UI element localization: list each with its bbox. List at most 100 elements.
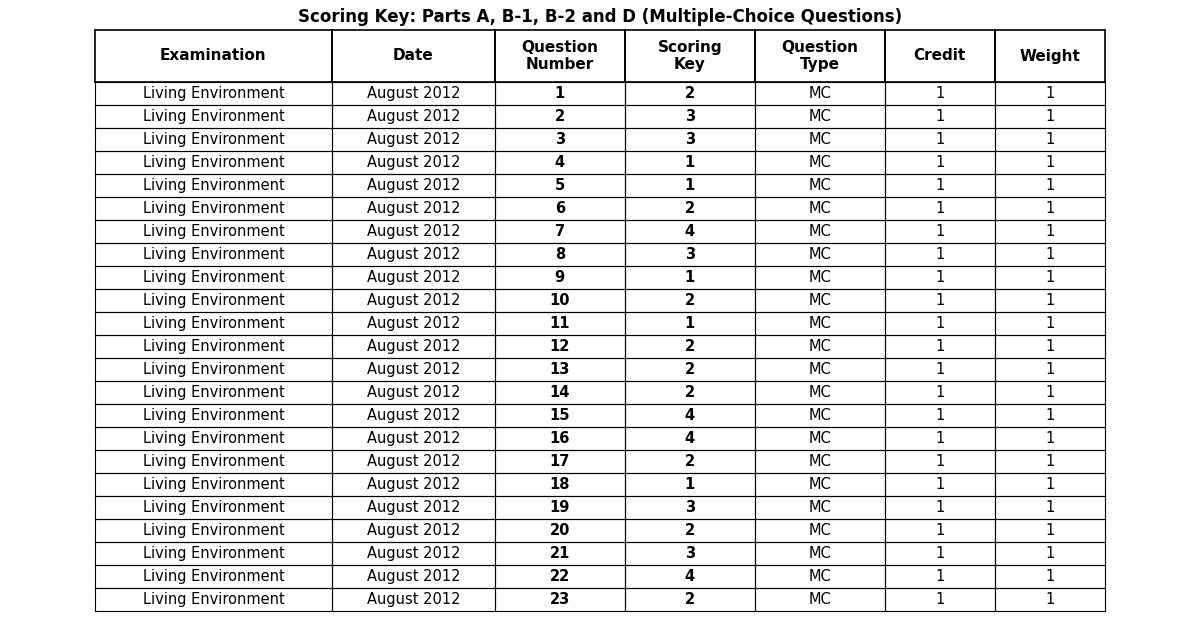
Text: 4: 4: [685, 431, 695, 446]
Text: MC: MC: [809, 569, 832, 584]
Text: Living Environment: Living Environment: [143, 132, 284, 147]
Text: 1: 1: [935, 339, 944, 354]
Text: 1: 1: [1045, 339, 1055, 354]
Text: August 2012: August 2012: [366, 454, 460, 469]
Text: 1: 1: [685, 155, 695, 170]
Text: MC: MC: [809, 477, 832, 492]
Text: Living Environment: Living Environment: [143, 316, 284, 331]
Text: Living Environment: Living Environment: [143, 224, 284, 239]
Text: 1: 1: [935, 316, 944, 331]
Text: 2: 2: [554, 109, 565, 124]
Text: 5: 5: [554, 178, 565, 193]
Text: Credit: Credit: [913, 49, 966, 64]
Text: 1: 1: [935, 477, 944, 492]
Text: August 2012: August 2012: [366, 500, 460, 515]
Text: Question
Type: Question Type: [781, 40, 858, 72]
Text: 1: 1: [1045, 431, 1055, 446]
Text: Scoring Key: Parts A, B-1, B-2 and D (Multiple-Choice Questions): Scoring Key: Parts A, B-1, B-2 and D (Mu…: [298, 8, 902, 26]
Text: August 2012: August 2012: [366, 523, 460, 538]
Text: MC: MC: [809, 132, 832, 147]
Text: Living Environment: Living Environment: [143, 109, 284, 124]
Text: 1: 1: [935, 431, 944, 446]
Text: 2: 2: [685, 592, 695, 607]
Text: 1: 1: [1045, 270, 1055, 285]
Text: 13: 13: [550, 362, 570, 377]
Text: 1: 1: [935, 132, 944, 147]
Text: 1: 1: [1045, 592, 1055, 607]
Text: 1: 1: [1045, 109, 1055, 124]
Text: Living Environment: Living Environment: [143, 500, 284, 515]
Text: 3: 3: [554, 132, 565, 147]
Text: Date: Date: [392, 49, 433, 64]
Text: 1: 1: [1045, 316, 1055, 331]
Text: 10: 10: [550, 293, 570, 308]
Text: MC: MC: [809, 224, 832, 239]
Text: MC: MC: [809, 293, 832, 308]
Text: 1: 1: [1045, 500, 1055, 515]
Text: 2: 2: [685, 339, 695, 354]
Text: August 2012: August 2012: [366, 316, 460, 331]
Text: MC: MC: [809, 454, 832, 469]
Text: 21: 21: [550, 546, 570, 561]
Text: August 2012: August 2012: [366, 155, 460, 170]
Text: 2: 2: [685, 293, 695, 308]
Text: Question
Number: Question Number: [521, 40, 599, 72]
Text: MC: MC: [809, 247, 832, 262]
Text: 3: 3: [685, 132, 695, 147]
Text: Living Environment: Living Environment: [143, 569, 284, 584]
Text: 1: 1: [554, 86, 565, 101]
Text: 1: 1: [935, 523, 944, 538]
Text: MC: MC: [809, 339, 832, 354]
Text: MC: MC: [809, 316, 832, 331]
Text: 8: 8: [554, 247, 565, 262]
Text: 1: 1: [935, 86, 944, 101]
Text: 1: 1: [1045, 132, 1055, 147]
Text: MC: MC: [809, 500, 832, 515]
Text: 1: 1: [1045, 546, 1055, 561]
Text: 14: 14: [550, 385, 570, 400]
Text: 1: 1: [1045, 247, 1055, 262]
Text: 7: 7: [554, 224, 565, 239]
Text: August 2012: August 2012: [366, 293, 460, 308]
Text: 3: 3: [685, 109, 695, 124]
Text: 1: 1: [935, 408, 944, 423]
Text: 1: 1: [1045, 385, 1055, 400]
Text: 1: 1: [935, 224, 944, 239]
Text: MC: MC: [809, 385, 832, 400]
Text: MC: MC: [809, 431, 832, 446]
Text: Living Environment: Living Environment: [143, 178, 284, 193]
Text: 1: 1: [1045, 201, 1055, 216]
Text: August 2012: August 2012: [366, 224, 460, 239]
Text: Living Environment: Living Environment: [143, 431, 284, 446]
Text: 1: 1: [1045, 178, 1055, 193]
Text: Weight: Weight: [1020, 49, 1080, 64]
Text: August 2012: August 2012: [366, 109, 460, 124]
Text: 1: 1: [935, 500, 944, 515]
Text: 1: 1: [1045, 477, 1055, 492]
Text: 1: 1: [1045, 362, 1055, 377]
Text: Living Environment: Living Environment: [143, 247, 284, 262]
Text: MC: MC: [809, 546, 832, 561]
Text: August 2012: August 2012: [366, 270, 460, 285]
Text: August 2012: August 2012: [366, 569, 460, 584]
Text: Living Environment: Living Environment: [143, 86, 284, 101]
Text: 23: 23: [550, 592, 570, 607]
Text: MC: MC: [809, 109, 832, 124]
Text: 1: 1: [1045, 408, 1055, 423]
Text: August 2012: August 2012: [366, 201, 460, 216]
Text: 9: 9: [554, 270, 565, 285]
Text: Living Environment: Living Environment: [143, 201, 284, 216]
Text: 1: 1: [935, 293, 944, 308]
Text: 1: 1: [935, 270, 944, 285]
Text: 1: 1: [935, 546, 944, 561]
Text: 1: 1: [935, 385, 944, 400]
Text: MC: MC: [809, 86, 832, 101]
Text: 1: 1: [1045, 569, 1055, 584]
Text: Living Environment: Living Environment: [143, 339, 284, 354]
Text: 1: 1: [935, 109, 944, 124]
Text: August 2012: August 2012: [366, 385, 460, 400]
Text: Examination: Examination: [160, 49, 266, 64]
Text: August 2012: August 2012: [366, 362, 460, 377]
Text: August 2012: August 2012: [366, 431, 460, 446]
Text: MC: MC: [809, 408, 832, 423]
